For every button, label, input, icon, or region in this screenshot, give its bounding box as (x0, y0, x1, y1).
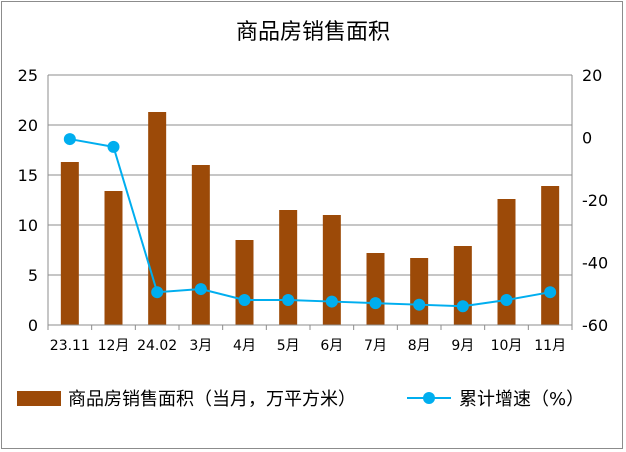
left-tick-label: 0 (28, 316, 38, 335)
growth-point (544, 286, 557, 299)
bar (148, 112, 167, 325)
gridlines (48, 74, 572, 276)
x-tick-label: 23.11 (50, 338, 90, 354)
x-tick-label: 3月 (189, 338, 212, 354)
right-tick-label: -60 (582, 316, 608, 335)
right-tick-label: -20 (582, 191, 608, 210)
growth-line (69, 138, 551, 308)
x-tick-label: 4月 (233, 338, 256, 354)
x-tick-label: 11月 (534, 338, 566, 354)
growth-point (500, 294, 513, 306)
bar (366, 253, 385, 325)
left-tick-label: 20 (18, 116, 38, 135)
right-tick-label: 0 (582, 129, 592, 148)
legend-bar-label: 商品房销售面积（当月，万平方米） (68, 389, 356, 410)
bar (104, 191, 123, 325)
bar (453, 246, 472, 325)
growth-point (107, 140, 120, 153)
left-tick-label: 10 (18, 216, 38, 235)
growth-point (456, 300, 469, 313)
legend-line-marker (423, 392, 435, 404)
growth-point (238, 294, 251, 306)
bar (410, 258, 429, 325)
right-tick-label: 20 (582, 66, 602, 85)
axes (47, 75, 573, 330)
x-tick-label: 10月 (491, 338, 523, 354)
line-series (63, 133, 557, 313)
x-tick-label: 6月 (320, 338, 343, 354)
x-tick-label: 24.02 (137, 338, 177, 354)
growth-point (369, 297, 382, 310)
bar (497, 199, 516, 325)
legend-line-label: 累计增速（%） (459, 389, 584, 410)
left-tick-label: 15 (18, 166, 38, 185)
left-tick-label: 25 (18, 66, 38, 85)
right-axis-ticks: -60 -40 -20 0 20 (582, 66, 608, 335)
left-tick-label: 5 (28, 266, 38, 285)
growth-point (413, 298, 426, 311)
left-axis-ticks: 0 5 10 15 20 25 (18, 66, 38, 335)
x-tick-label: 5月 (277, 338, 300, 354)
x-tick-label: 9月 (451, 338, 474, 354)
legend: 商品房销售面积（当月，万平方米） 累计增速（%） (17, 389, 584, 410)
bar (322, 215, 341, 325)
bar (279, 210, 298, 325)
x-tick-label: 7月 (364, 338, 387, 354)
bar (60, 162, 79, 325)
x-tick-label: 8月 (408, 338, 431, 354)
growth-point (194, 283, 207, 296)
growth-point (282, 294, 295, 306)
growth-point (325, 295, 338, 308)
legend-bar-swatch (17, 391, 61, 406)
bar (235, 240, 254, 325)
growth-point (63, 133, 76, 146)
right-tick-label: -40 (582, 254, 608, 273)
chart-title: 商品房销售面积 (236, 20, 390, 45)
bar (541, 186, 560, 325)
growth-point (151, 286, 164, 299)
bar (191, 165, 210, 325)
x-axis-ticks: 23.11 12月 24.02 3月 4月 5月 6月 7月 8月 9月 10月 11月 (50, 338, 566, 354)
x-tick-label: 12月 (98, 338, 130, 354)
